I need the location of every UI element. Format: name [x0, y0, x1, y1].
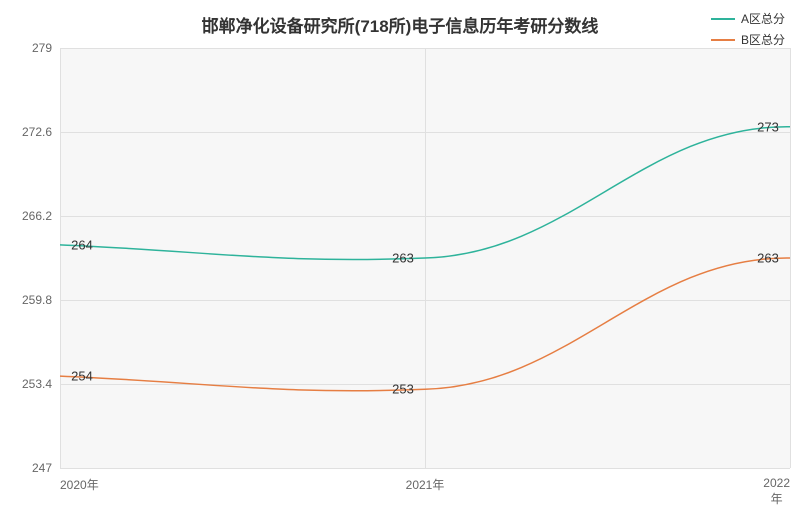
legend: A区总分 B区总分: [711, 10, 785, 52]
plot-area: 247253.4259.8266.2272.6279 2020年2021年202…: [60, 48, 790, 468]
legend-item-b: B区总分: [711, 31, 785, 48]
y-tick-label: 272.6: [2, 125, 52, 139]
y-tick-label: 247: [2, 461, 52, 475]
x-tick-label: 2021年: [406, 476, 445, 493]
data-point-label: 254: [71, 369, 93, 384]
y-tick-label: 279: [2, 41, 52, 55]
chart-title: 邯郸净化设备研究所(718所)电子信息历年考研分数线: [0, 12, 800, 37]
legend-swatch-a: [711, 18, 735, 20]
grid-line-v: [790, 48, 791, 468]
y-tick-label: 266.2: [2, 209, 52, 223]
series-line: [60, 258, 790, 391]
legend-swatch-b: [711, 39, 735, 41]
x-tick-label: 2022年: [763, 476, 790, 507]
legend-label-a: A区总分: [741, 10, 785, 27]
data-point-label: 263: [392, 251, 414, 266]
data-point-label: 273: [757, 119, 779, 134]
x-tick-label: 2020年: [60, 476, 99, 493]
legend-item-a: A区总分: [711, 10, 785, 27]
data-point-label: 253: [392, 382, 414, 397]
data-point-label: 264: [71, 237, 93, 252]
grid-line-h: [60, 468, 790, 469]
legend-label-b: B区总分: [741, 31, 785, 48]
series-line: [60, 127, 790, 260]
y-tick-label: 253.4: [2, 377, 52, 391]
chart-svg: [60, 48, 790, 468]
data-point-label: 263: [757, 251, 779, 266]
chart-container: 邯郸净化设备研究所(718所)电子信息历年考研分数线 A区总分 B区总分 247…: [0, 0, 800, 500]
y-tick-label: 259.8: [2, 293, 52, 307]
